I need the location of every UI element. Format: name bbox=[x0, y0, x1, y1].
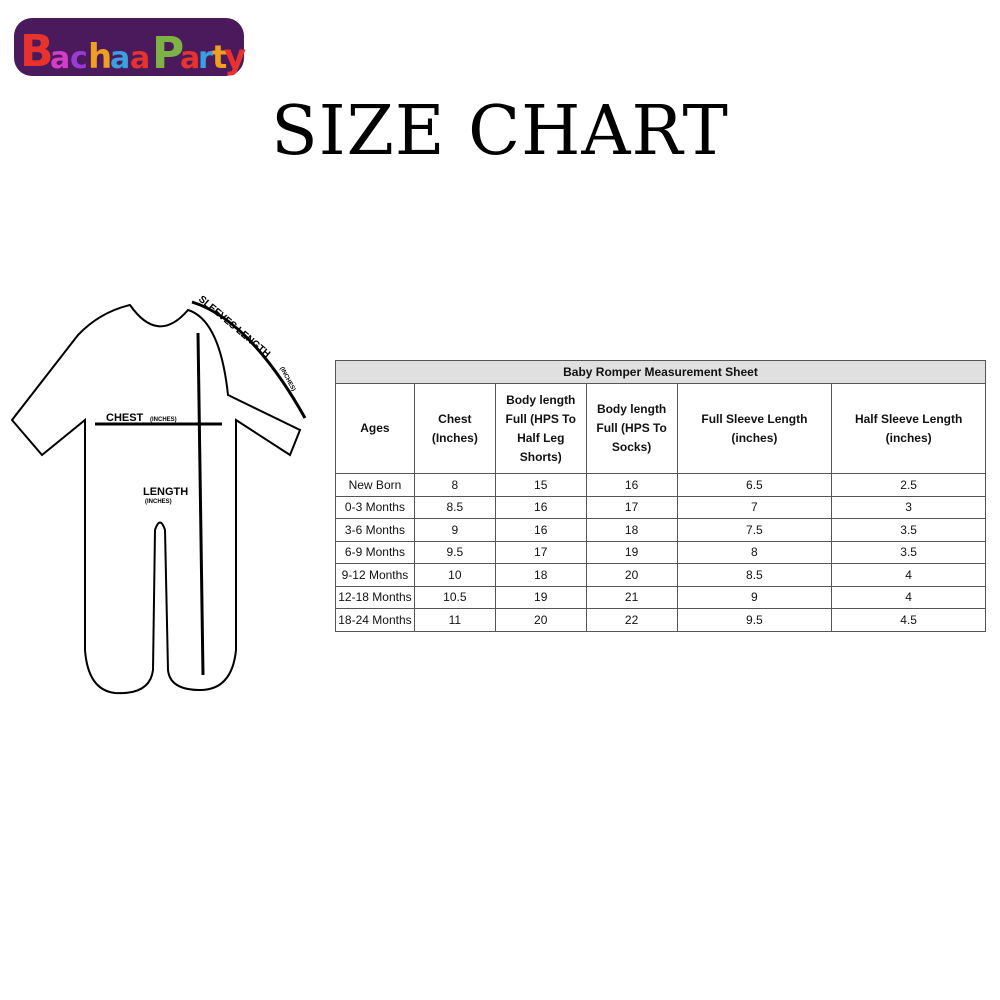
value-cell: 17 bbox=[585, 495, 678, 519]
svg-text:r: r bbox=[198, 41, 213, 76]
age-cell: 6-9 Months bbox=[335, 540, 415, 564]
value-cell: 3.5 bbox=[831, 518, 986, 542]
measurement-table: Baby Romper Measurement Sheet Ages Chest … bbox=[335, 360, 986, 632]
value-cell: 2.5 bbox=[831, 473, 986, 497]
value-cell: 22 bbox=[585, 608, 678, 632]
value-cell: 20 bbox=[585, 563, 678, 587]
value-cell: 4 bbox=[831, 563, 986, 587]
column-header: Chest (Inches) bbox=[413, 383, 496, 474]
value-cell: 6.5 bbox=[676, 473, 833, 497]
table-row: 0-3 Months 8.5 16 17 7 3 bbox=[335, 495, 986, 519]
value-cell: 3.5 bbox=[831, 540, 986, 564]
column-header: Body length Full (HPS To Half Leg Shorts… bbox=[494, 383, 587, 474]
value-cell: 16 bbox=[494, 518, 587, 542]
value-cell: 10.5 bbox=[413, 585, 496, 609]
table-row: 6-9 Months 9.5 17 19 8 3.5 bbox=[335, 540, 986, 564]
value-cell: 9 bbox=[676, 585, 833, 609]
svg-text:a: a bbox=[180, 41, 200, 76]
svg-text:c: c bbox=[70, 41, 88, 76]
column-header: Body length Full (HPS To Socks) bbox=[585, 383, 678, 474]
value-cell: 7.5 bbox=[676, 518, 833, 542]
table-caption: Baby Romper Measurement Sheet bbox=[335, 360, 986, 384]
svg-text:a: a bbox=[50, 41, 70, 76]
svg-text:t: t bbox=[212, 38, 227, 76]
value-cell: 7 bbox=[676, 495, 833, 519]
value-cell: 19 bbox=[585, 540, 678, 564]
value-cell: 10 bbox=[413, 563, 496, 587]
value-cell: 8 bbox=[676, 540, 833, 564]
value-cell: 18 bbox=[585, 518, 678, 542]
sleeve-line bbox=[191, 300, 307, 419]
table-row: 18-24 Months 11 20 22 9.5 4.5 bbox=[335, 608, 986, 632]
value-cell: 16 bbox=[585, 473, 678, 497]
age-cell: 12-18 Months bbox=[335, 585, 415, 609]
bachaa-party-logo: B a c h a a P a r t y bbox=[14, 18, 246, 79]
value-cell: 18 bbox=[494, 563, 587, 587]
value-cell: 4.5 bbox=[831, 608, 986, 632]
age-cell: 9-12 Months bbox=[335, 563, 415, 587]
svg-text:B: B bbox=[20, 26, 54, 77]
value-cell: 9 bbox=[413, 518, 496, 542]
table-row: 9-12 Months 10 18 20 8.5 4 bbox=[335, 563, 986, 587]
romper-diagram: SLEEVES LENGTH (INCHES) CHEST (INCHES) L… bbox=[10, 294, 307, 695]
value-cell: 21 bbox=[585, 585, 678, 609]
length-label: LENGTH bbox=[143, 486, 188, 498]
age-cell: 18-24 Months bbox=[335, 608, 415, 632]
svg-text:a: a bbox=[130, 41, 150, 76]
chest-unit: (INCHES) bbox=[150, 417, 177, 423]
svg-text:P: P bbox=[152, 28, 184, 79]
chest-label: CHEST bbox=[106, 412, 144, 424]
column-header: Half Sleeve Length (inches) bbox=[831, 383, 986, 474]
page-title: SIZE CHART bbox=[271, 92, 729, 171]
svg-text:a: a bbox=[110, 41, 130, 76]
table-row: 12-18 Months 10.5 19 21 9 4 bbox=[335, 585, 986, 609]
value-cell: 8.5 bbox=[676, 563, 833, 587]
column-header: Ages bbox=[335, 383, 415, 474]
value-cell: 4 bbox=[831, 585, 986, 609]
value-cell: 11 bbox=[413, 608, 496, 632]
svg-text:y: y bbox=[224, 37, 246, 77]
length-line bbox=[196, 332, 205, 676]
value-cell: 8 bbox=[413, 473, 496, 497]
value-cell: 16 bbox=[494, 495, 587, 519]
column-header: Full Sleeve Length (inches) bbox=[676, 383, 833, 474]
value-cell: 9.5 bbox=[413, 540, 496, 564]
svg-text:h: h bbox=[88, 37, 112, 77]
length-unit: (INCHES) bbox=[145, 499, 172, 505]
age-cell: 0-3 Months bbox=[335, 495, 415, 519]
age-cell: 3-6 Months bbox=[335, 518, 415, 542]
value-cell: 20 bbox=[494, 608, 587, 632]
age-cell: New Born bbox=[335, 473, 415, 497]
value-cell: 15 bbox=[494, 473, 587, 497]
table-row: 3-6 Months 9 16 18 7.5 3.5 bbox=[335, 518, 986, 542]
value-cell: 17 bbox=[494, 540, 587, 564]
value-cell: 3 bbox=[831, 495, 986, 519]
value-cell: 9.5 bbox=[676, 608, 833, 632]
table-row: New Born 8 15 16 6.5 2.5 bbox=[335, 473, 986, 497]
romper-outline bbox=[10, 303, 302, 695]
value-cell: 8.5 bbox=[413, 495, 496, 519]
value-cell: 19 bbox=[494, 585, 587, 609]
